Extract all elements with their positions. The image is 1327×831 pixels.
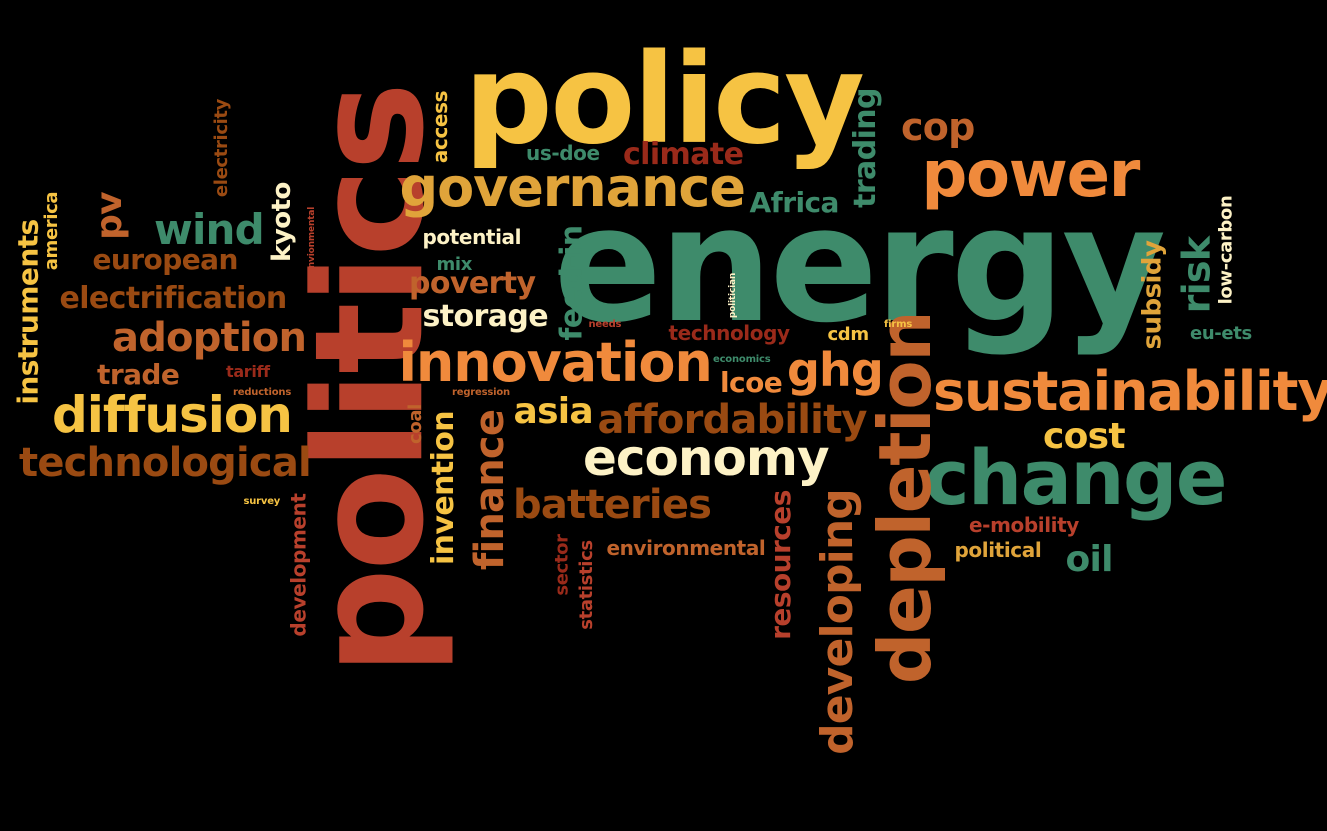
word-regression: regression [452, 387, 510, 398]
word-resources: resources [763, 490, 797, 640]
word-access: access [428, 90, 453, 164]
word-storage: storage [422, 299, 549, 334]
word-sector: sector [551, 534, 573, 596]
word-eu-ets: eu-ets [1190, 323, 1252, 344]
word-cdm: cdm [827, 324, 870, 345]
word-technology: technology [668, 321, 791, 345]
word-invention: invention [426, 410, 462, 566]
word-climate: climate [623, 137, 744, 172]
word-batteries: batteries [513, 482, 712, 528]
word-electrification: electrification [59, 281, 288, 316]
word-european: european [92, 243, 239, 276]
word-ghg: ghg [787, 343, 884, 397]
word-electricity: electricity [211, 98, 233, 198]
word-firms: firms [884, 319, 913, 330]
word-poverty: poverty [409, 266, 536, 301]
word-subsidy: subsidy [1136, 240, 1167, 350]
word-finance: finance [467, 409, 514, 571]
word-diffusion: diffusion [52, 386, 293, 444]
word-africa: Africa [749, 186, 840, 219]
word-us-doe: us-doe [526, 141, 600, 165]
word-power: power [921, 138, 1141, 212]
word-survey: survey [243, 496, 281, 507]
word-wind: wind [154, 205, 265, 254]
word-risk: risk [1173, 236, 1218, 314]
word-governance: governance [399, 156, 746, 219]
word-policy: policy [464, 28, 865, 172]
word-affordability: affordability [597, 397, 868, 443]
word-economy: economy [583, 429, 830, 487]
word-e-mobility: e-mobility [969, 513, 1079, 537]
word-cop: cop [901, 105, 975, 149]
word-development: development [286, 493, 311, 637]
word-mix: mix [436, 254, 473, 275]
word-change: change [924, 433, 1228, 522]
word-needs: needs [588, 319, 622, 330]
word-adoption: adoption [112, 315, 307, 361]
word-cost: cost [1043, 416, 1126, 457]
word-lcoe: lcoe [720, 366, 783, 399]
word-trade: trade [97, 358, 180, 391]
word-coal: coal [404, 404, 426, 444]
word-political: political [954, 538, 1042, 562]
word-innovation: innovation [398, 331, 713, 394]
word-asia: asia [513, 391, 594, 432]
word-sustainability: sustainability [933, 360, 1327, 423]
word-potential: potential [422, 225, 522, 249]
word-statistics: statistics [575, 540, 597, 630]
word-tariff: tariff [226, 362, 270, 381]
word-pv: pv [88, 192, 130, 240]
word-energy: energy [553, 171, 1167, 358]
word-reductions: reductions [233, 387, 292, 398]
word-kyoto: kyoto [266, 182, 297, 262]
word-oil: oil [1065, 539, 1114, 580]
word-technological: technological [19, 440, 312, 486]
word-feed-in: feed-in [554, 225, 590, 341]
word-economics: economics [713, 354, 771, 365]
word-trading: trading [847, 88, 883, 208]
word-environmental: environmental [606, 536, 766, 560]
word-america: america [41, 191, 63, 271]
word-developing: developing [811, 489, 863, 755]
word-politician: politician [727, 272, 738, 318]
word-low-carbon: low-carbon [1214, 195, 1236, 305]
word-instruments: instruments [11, 219, 45, 405]
word-envionmental: envionmental [306, 206, 317, 274]
